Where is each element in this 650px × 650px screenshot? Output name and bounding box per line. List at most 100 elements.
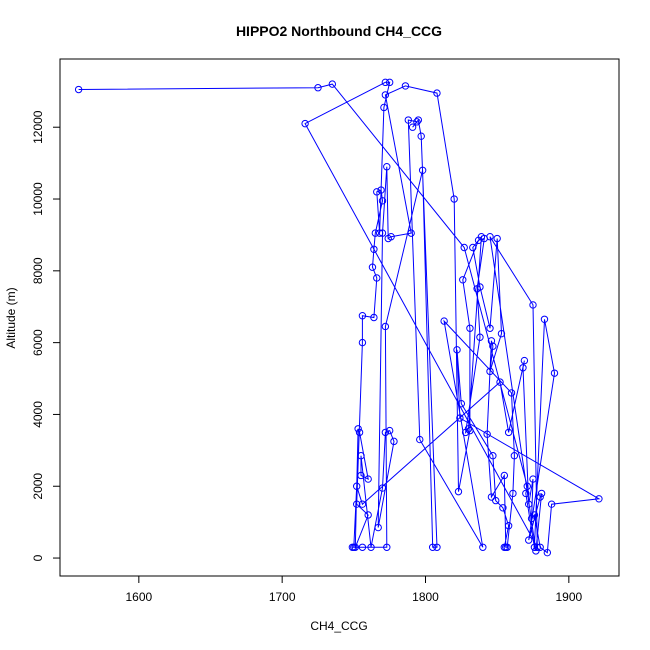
data-point (328, 80, 337, 88)
data-point (537, 489, 546, 498)
data-point (496, 378, 504, 386)
data-point (383, 543, 391, 551)
y-tick-label: 4000 (31, 401, 45, 428)
data-point (74, 85, 83, 94)
data-point (529, 301, 537, 309)
data-point (499, 504, 507, 512)
data-point (489, 452, 497, 460)
data-point (407, 229, 415, 237)
data-point (530, 511, 539, 519)
data-point (357, 452, 365, 460)
data-point (358, 338, 367, 347)
data-point (381, 428, 390, 437)
data-point (453, 346, 461, 354)
data-point (503, 543, 511, 551)
data-point (522, 489, 530, 498)
data-point (464, 425, 473, 433)
series-line (78, 81, 601, 554)
data-point (373, 188, 381, 196)
data-point (418, 166, 427, 174)
x-tick-label: 1600 (125, 590, 152, 604)
data-point (314, 84, 322, 92)
data-point (454, 487, 463, 496)
data-point (385, 78, 394, 87)
data-point (301, 119, 309, 128)
y-axis-label: Altitude (m) (4, 287, 18, 348)
data-point (476, 283, 484, 291)
y-tick-label: 6000 (31, 329, 45, 356)
data-point (433, 89, 441, 97)
data-point (387, 233, 395, 241)
data-point (460, 243, 468, 252)
data-point (358, 312, 367, 320)
data-point (358, 500, 367, 508)
data-point (459, 276, 467, 284)
data-point (519, 364, 527, 372)
data-point (408, 123, 417, 131)
data-point (507, 389, 516, 397)
data-point (385, 426, 394, 435)
data-point (479, 543, 487, 551)
data-point (533, 543, 541, 551)
data-point (450, 195, 458, 203)
data-point (550, 369, 559, 377)
data-point (469, 243, 477, 252)
series-group (74, 78, 603, 557)
data-point (547, 500, 556, 508)
data-point (354, 425, 362, 433)
y-tick-label: 2000 (31, 473, 45, 500)
data-point (477, 233, 486, 241)
data-point (509, 489, 517, 498)
data-point (428, 543, 437, 551)
data-point (466, 426, 474, 435)
data-point (483, 430, 491, 438)
data-point (457, 399, 466, 408)
data-point (486, 324, 494, 332)
data-point (466, 324, 474, 332)
data-point (370, 245, 378, 253)
data-point (381, 322, 390, 331)
data-point (492, 496, 500, 505)
data-point (414, 116, 423, 124)
data-point (510, 452, 519, 460)
data-point (417, 132, 425, 140)
data-point (525, 500, 533, 508)
chart-title: HIPPO2 Northbound CH4_CCG (236, 23, 442, 39)
data-point (404, 116, 412, 124)
y-tick-label: 8000 (31, 257, 45, 284)
data-point (373, 274, 381, 282)
data-point (378, 229, 387, 237)
data-point (500, 543, 509, 551)
data-point (525, 536, 533, 544)
data-point (532, 547, 540, 555)
data-point (375, 229, 384, 237)
axes-group: 1600 1700 1800 1900 0 2000 4000 6000 8000 10000 12… (31, 110, 583, 604)
data-point (378, 484, 387, 492)
data-point (433, 543, 441, 551)
x-axis-label: CH4_CCG (310, 619, 367, 633)
data-point (383, 163, 391, 171)
data-point (416, 435, 424, 444)
data-point (401, 82, 410, 90)
data-point (493, 234, 501, 243)
data-point (536, 543, 544, 551)
y-tick-label: 10000 (31, 182, 45, 216)
data-point (381, 78, 390, 87)
data-point (371, 229, 380, 237)
data-point (364, 475, 372, 483)
data-point (504, 522, 513, 530)
data-point (486, 367, 494, 376)
data-point (367, 543, 375, 551)
data-point (353, 500, 361, 508)
data-point (595, 495, 603, 503)
data-point (413, 118, 421, 126)
data-point (456, 414, 464, 422)
data-point (529, 475, 537, 483)
data-point (350, 543, 358, 551)
data-point (497, 329, 506, 338)
x-tick-label: 1900 (555, 590, 582, 604)
data-point (355, 428, 364, 437)
data-point (374, 523, 382, 532)
data-point (368, 263, 377, 271)
